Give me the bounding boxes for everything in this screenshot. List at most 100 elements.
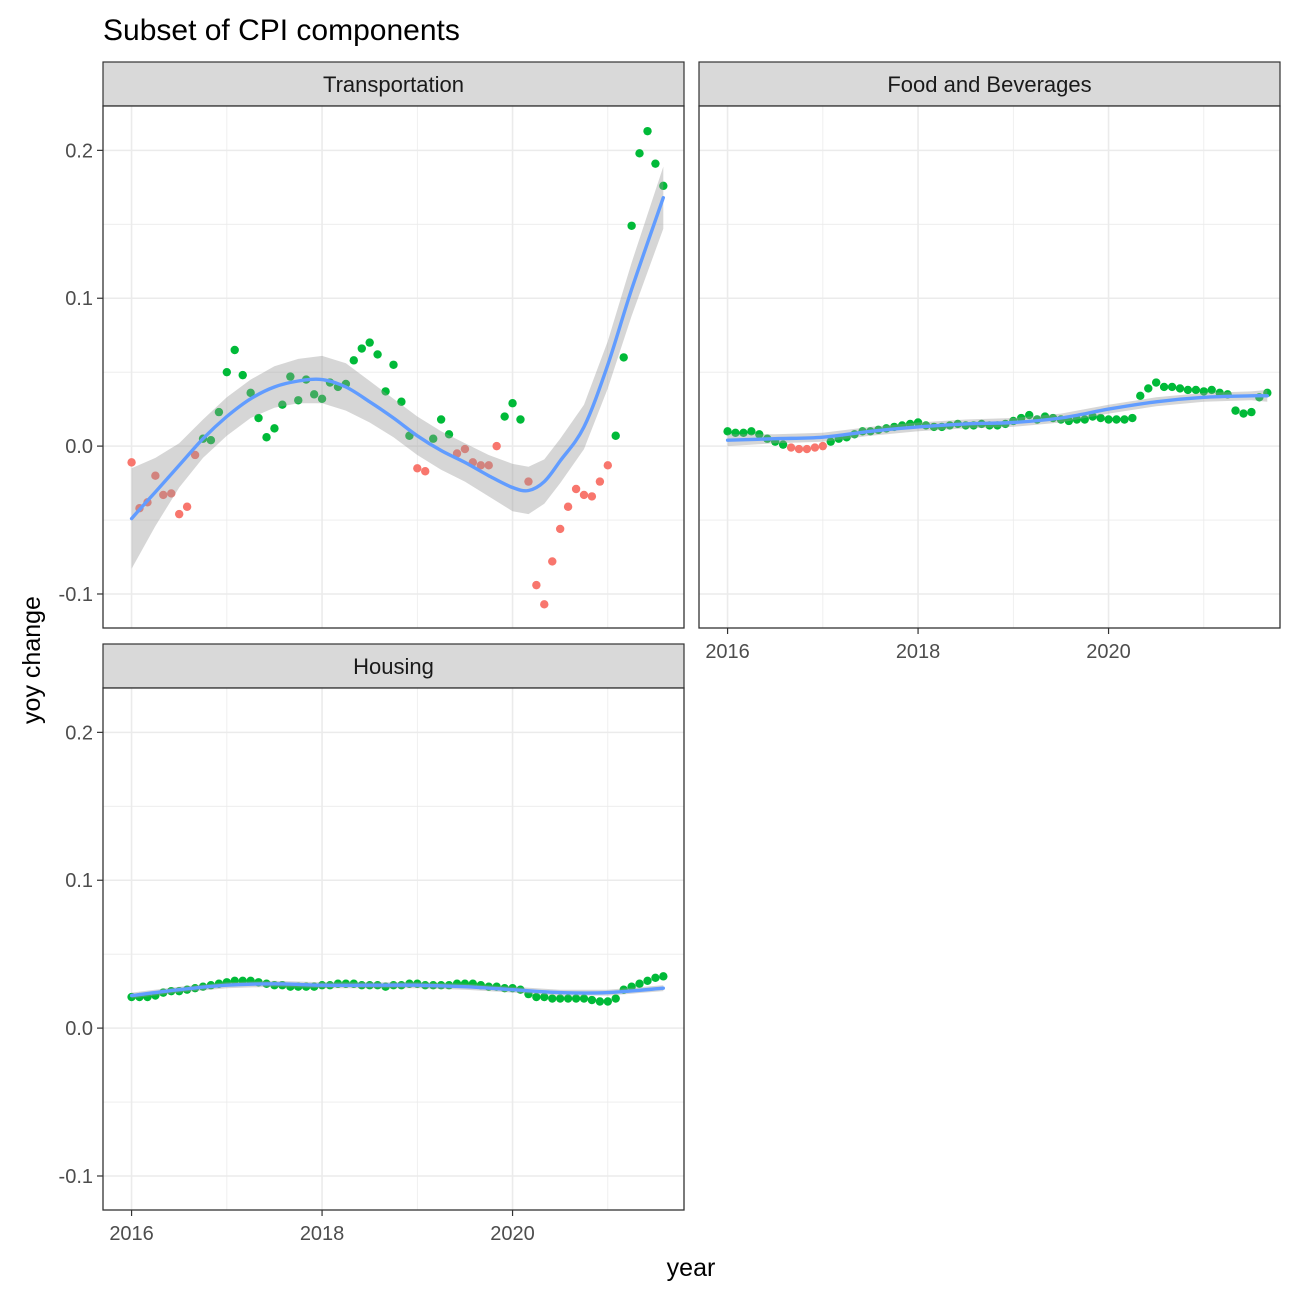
data-point xyxy=(627,221,636,230)
data-point xyxy=(540,992,549,1002)
data-point xyxy=(270,424,279,433)
panel-background xyxy=(103,688,684,1210)
data-point xyxy=(365,338,374,347)
data-point xyxy=(429,434,438,443)
panel-plot-area xyxy=(103,106,684,628)
data-point xyxy=(635,979,644,988)
data-point xyxy=(357,344,366,353)
data-point xyxy=(643,976,652,985)
y-tick-label: 0.1 xyxy=(65,870,93,892)
data-point xyxy=(246,388,255,398)
data-point xyxy=(413,464,422,473)
data-point xyxy=(309,390,319,399)
data-point xyxy=(1207,385,1216,395)
y-axis-title: yoy change xyxy=(18,596,46,724)
panel-border xyxy=(102,105,685,629)
smooth-line xyxy=(725,394,1269,442)
data-point xyxy=(230,976,239,985)
data-point xyxy=(317,394,327,403)
x-tick-label: 2020 xyxy=(490,1223,535,1245)
data-point xyxy=(563,994,573,1003)
chart-title: Subset of CPI components xyxy=(103,14,460,47)
data-point xyxy=(548,994,557,1003)
y-tick-label: 0.2 xyxy=(65,722,93,744)
data-point xyxy=(818,441,828,451)
confidence-band xyxy=(131,166,664,569)
data-point xyxy=(802,444,812,454)
data-point xyxy=(643,126,652,136)
data-point xyxy=(579,994,589,1003)
data-point xyxy=(254,413,263,423)
data-point xyxy=(182,502,192,511)
data-point xyxy=(1167,382,1177,392)
data-point xyxy=(476,461,486,470)
data-point xyxy=(571,994,581,1003)
data-point xyxy=(174,509,184,519)
data-point xyxy=(786,443,796,452)
y-tick-label: -0.1 xyxy=(59,584,93,606)
data-point xyxy=(436,415,446,424)
data-point xyxy=(587,492,597,501)
data-point xyxy=(659,181,668,191)
data-point xyxy=(206,435,216,445)
data-point xyxy=(603,997,613,1006)
facet-panel-2: Food and Beverages 2016 2018 2020 xyxy=(698,61,1281,663)
data-point xyxy=(810,443,820,452)
data-point xyxy=(627,982,636,991)
panel-border xyxy=(102,687,685,1211)
data-point xyxy=(484,461,493,470)
data-point xyxy=(230,345,239,355)
data-point xyxy=(508,399,517,408)
data-point xyxy=(1080,415,1089,424)
y-tick-label: 0.0 xyxy=(65,1018,93,1040)
data-point xyxy=(532,992,541,1002)
data-point xyxy=(532,580,541,590)
data-point xyxy=(1104,415,1113,424)
data-point xyxy=(571,484,581,494)
data-point xyxy=(397,397,406,406)
data-point xyxy=(286,372,295,381)
facet-strip-label: Transportation xyxy=(323,72,464,97)
data-point xyxy=(778,440,788,449)
panel-plot-area xyxy=(103,688,684,1210)
data-point xyxy=(619,353,628,362)
data-point xyxy=(651,159,660,168)
facet-strip xyxy=(102,61,685,107)
data-point xyxy=(739,428,748,438)
data-point xyxy=(1128,413,1137,423)
data-point xyxy=(1231,406,1240,415)
data-point xyxy=(492,441,501,451)
data-point xyxy=(1120,415,1129,424)
y-tick-label: 0.1 xyxy=(65,288,93,310)
y-tick-label: 0.2 xyxy=(65,140,93,162)
data-point xyxy=(548,557,557,566)
data-point xyxy=(238,370,247,380)
data-point xyxy=(635,149,644,158)
facet-strip-label: Food and Beverages xyxy=(887,72,1091,97)
data-point xyxy=(1064,416,1074,426)
facet-panels: Transportation -0.1 0.0 0.1 0.2 Food and Beve… xyxy=(59,61,1281,1245)
panel-background xyxy=(699,106,1280,628)
data-point xyxy=(159,490,168,500)
data-point xyxy=(611,431,620,440)
data-point xyxy=(731,428,740,438)
data-point xyxy=(444,430,454,439)
panel-border xyxy=(698,105,1281,629)
data-point xyxy=(595,997,605,1006)
data-point xyxy=(1088,412,1097,421)
data-point xyxy=(1151,378,1161,387)
x-tick-label: 2016 xyxy=(705,641,750,663)
data-point xyxy=(747,427,756,436)
x-tick-label: 2020 xyxy=(1086,641,1131,663)
data-point xyxy=(222,367,232,377)
data-point xyxy=(1247,407,1256,417)
data-point xyxy=(421,467,430,476)
facet-panel-1: Transportation -0.1 0.0 0.1 0.2 xyxy=(59,61,685,629)
data-point xyxy=(1183,385,1193,395)
data-point xyxy=(1239,409,1248,418)
data-point xyxy=(826,437,835,446)
data-point xyxy=(651,973,660,983)
data-point xyxy=(294,396,303,405)
data-point xyxy=(913,418,923,427)
